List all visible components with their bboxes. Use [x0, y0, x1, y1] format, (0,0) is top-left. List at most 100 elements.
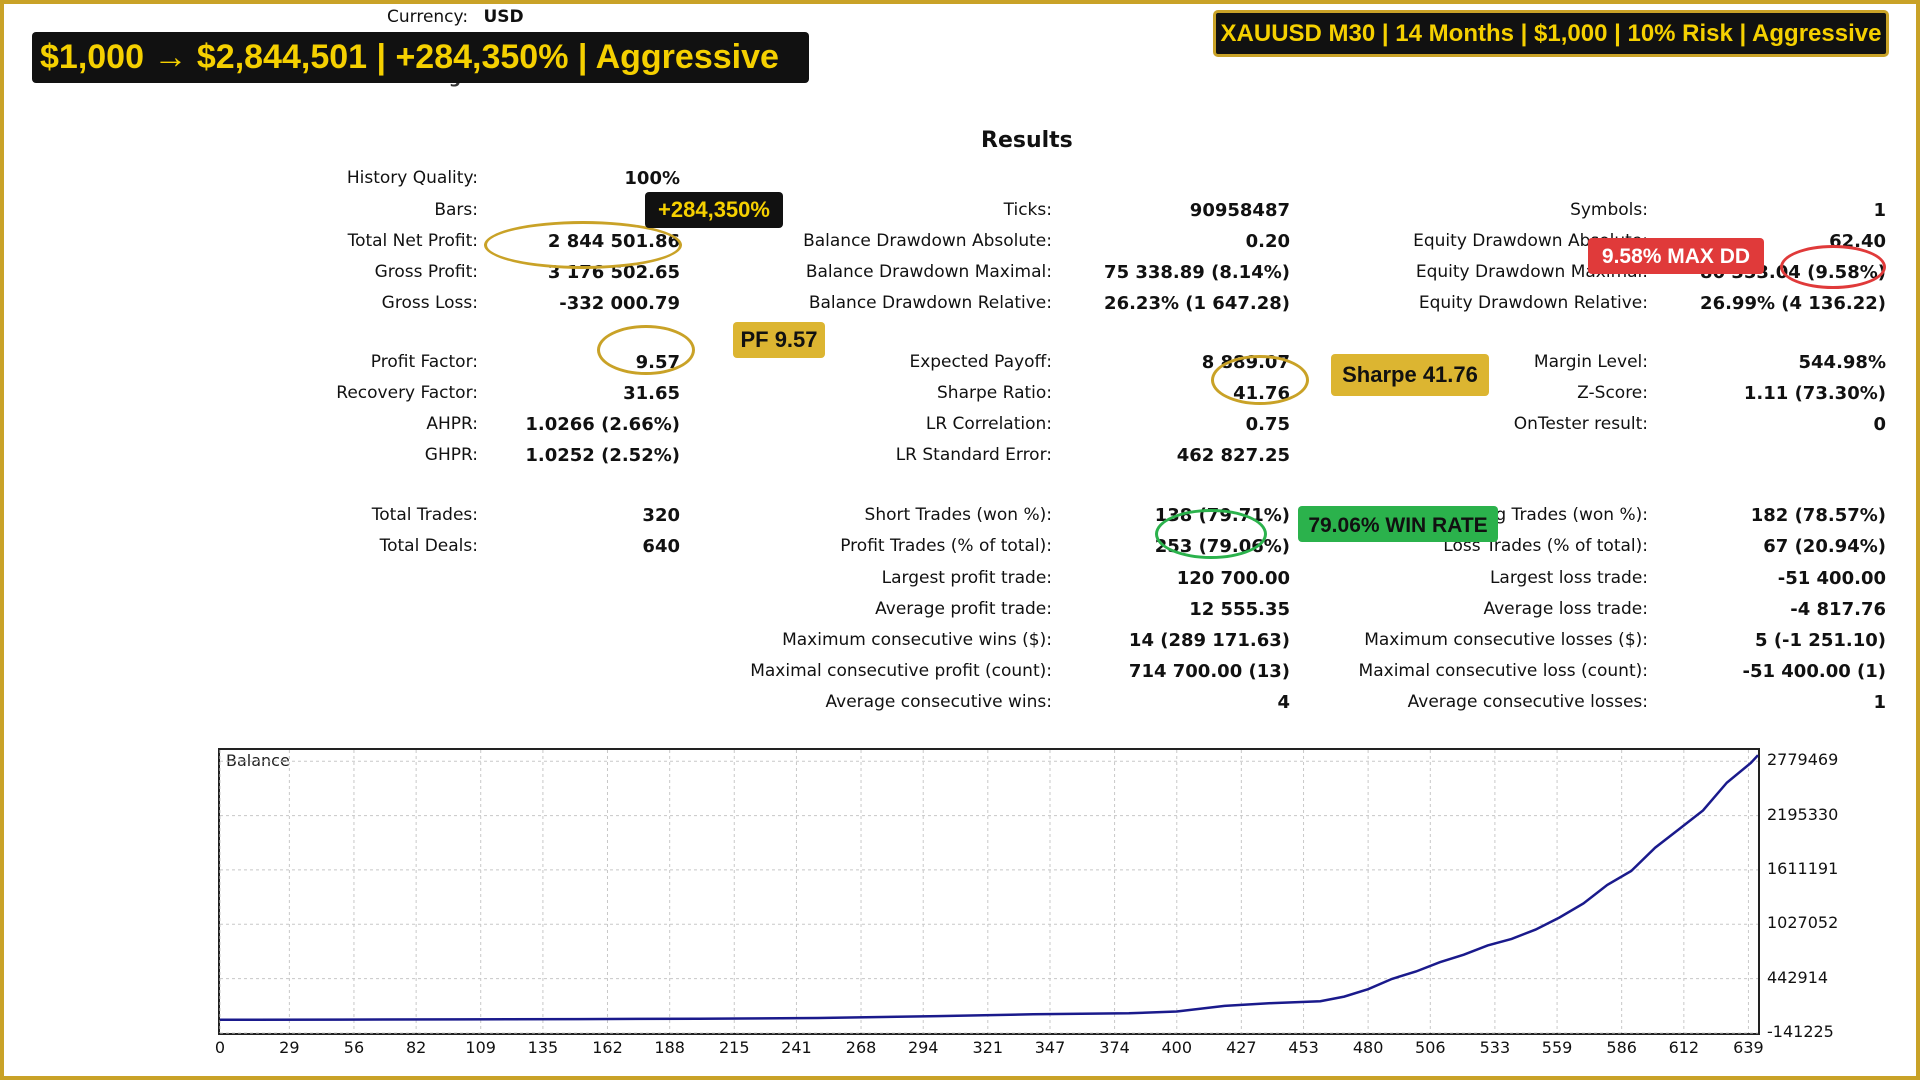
max-dd-callout: 9.58% MAX DD	[1588, 238, 1764, 274]
stat-value: 12 555.35	[1189, 599, 1290, 620]
stat-label: Expected Payoff:	[909, 352, 1052, 372]
x-tick-label: 162	[592, 1038, 623, 1057]
stat-value: 26.99% (4 136.22)	[1700, 293, 1886, 314]
stat-label: OnTester result:	[1513, 414, 1648, 434]
stat-label: Largest profit trade:	[881, 568, 1052, 588]
stat-value: 75 338.89 (8.14%)	[1104, 262, 1290, 283]
y-tick-label: 442914	[1767, 967, 1829, 987]
stat-value: 26.23% (1 647.28)	[1104, 293, 1290, 314]
stat-value: 462 827.25	[1176, 445, 1290, 466]
x-tick-label: 56	[343, 1038, 365, 1057]
stat-label: LR Standard Error:	[895, 445, 1052, 465]
stat-value: 9.57	[635, 352, 680, 373]
x-tick-label: 374	[1099, 1038, 1130, 1057]
balance-chart-frame	[218, 748, 1760, 1035]
y-tick-label: 1027052	[1767, 913, 1839, 933]
currency-row: Currency: USD	[387, 7, 524, 27]
stat-value: 41.76	[1233, 383, 1290, 404]
stat-label: Balance Drawdown Maximal:	[805, 262, 1052, 282]
y-tick-label: 2195330	[1767, 804, 1839, 824]
sharpe-callout: Sharpe 41.76	[1331, 354, 1489, 396]
stat-label: Balance Drawdown Relative:	[808, 293, 1052, 313]
stat-value: -4 817.76	[1790, 599, 1886, 620]
x-tick-label: 321	[972, 1038, 1004, 1057]
stat-value: 0.20	[1245, 231, 1290, 252]
results-title: Results	[981, 128, 1073, 153]
currency-label: Currency:	[387, 7, 469, 27]
stat-label: Total Net Profit:	[347, 231, 478, 251]
x-tick-label: 559	[1541, 1038, 1573, 1057]
stat-value: 1	[1873, 692, 1886, 713]
stat-label: Long Trades (won %):	[1465, 505, 1648, 525]
stat-label: Profit Factor:	[370, 352, 478, 372]
stat-value: 182 (78.57%)	[1750, 505, 1886, 526]
stat-label: Total Trades:	[371, 505, 478, 525]
stat-value: -51 400.00 (1)	[1742, 661, 1887, 682]
stat-value: 0.75	[1245, 414, 1290, 435]
chart-title: Balance	[226, 751, 290, 770]
x-tick-label: 29	[279, 1038, 300, 1057]
x-tick-label: 400	[1161, 1038, 1193, 1057]
x-tick-label: 294	[907, 1038, 939, 1057]
stat-label: Symbols:	[1570, 200, 1648, 220]
stat-label: Sharpe Ratio:	[937, 383, 1052, 403]
currency-value: USD	[483, 7, 524, 27]
stat-value: 100%	[624, 168, 680, 189]
stat-label: Recovery Factor:	[336, 383, 478, 403]
stat-value: 640	[642, 536, 680, 557]
stat-label: AHPR:	[426, 414, 478, 434]
stat-value: 31.65	[623, 383, 680, 404]
stat-value: 5 (-1 251.10)	[1755, 630, 1886, 651]
stat-label: GHPR:	[424, 445, 478, 465]
stat-label: Short Trades (won %):	[864, 505, 1052, 525]
x-tick-label: 506	[1415, 1038, 1446, 1057]
x-tick-label: 109	[465, 1038, 496, 1057]
stat-value: 67 (20.94%)	[1763, 536, 1886, 557]
x-tick-label: 612	[1668, 1038, 1700, 1057]
stat-value: 1.11 (73.30%)	[1743, 383, 1886, 404]
stat-value: 1	[1873, 200, 1886, 221]
x-tick-label: 453	[1288, 1038, 1319, 1057]
stat-label: Average loss trade:	[1483, 599, 1648, 619]
stat-label: Profit Trades (% of total):	[840, 536, 1052, 556]
y-tick-label: 2779469	[1767, 750, 1839, 770]
x-tick-label: 0	[214, 1038, 226, 1057]
stat-value: -51 400.00	[1777, 568, 1886, 589]
x-tick-label: 135	[527, 1038, 559, 1057]
x-tick-label: 586	[1606, 1038, 1637, 1057]
stat-label: Equity Drawdown Relative:	[1418, 293, 1648, 313]
stat-value: 2 844 501.86	[547, 231, 680, 252]
stat-label: Maximum consecutive losses ($):	[1364, 630, 1648, 650]
stat-value: 544.98%	[1798, 352, 1887, 373]
x-tick-label: 82	[405, 1038, 427, 1057]
stat-value: 4	[1277, 692, 1290, 713]
stat-value: 120 700.00	[1176, 568, 1290, 589]
stat-value: 90958487	[1189, 200, 1290, 221]
pf-callout: PF 9.57	[733, 322, 825, 358]
stat-label: History Quality:	[346, 168, 478, 188]
stat-label: LR Correlation:	[925, 414, 1052, 434]
y-tick-label: -141225	[1767, 1022, 1834, 1041]
x-tick-label: 533	[1479, 1038, 1511, 1057]
stat-label: Margin Level:	[1533, 352, 1648, 372]
win-rate-callout: 79.06% WIN RATE	[1298, 506, 1498, 542]
net-profit-callout: +284,350%	[645, 192, 783, 228]
x-tick-label: 241	[781, 1038, 812, 1057]
stat-label: Average profit trade:	[875, 599, 1052, 619]
x-tick-label: 480	[1352, 1038, 1384, 1057]
stat-label: Z-Score:	[1577, 383, 1648, 403]
stat-label: Average consecutive losses:	[1407, 692, 1648, 712]
strategy-tag: XAUUSD M30 | 14 Months | $1,000 | 10% Ri…	[1213, 10, 1889, 57]
stat-label: Largest loss trade:	[1489, 568, 1648, 588]
stat-label: Balance Drawdown Absolute:	[803, 231, 1052, 251]
stat-label: Bars:	[434, 200, 478, 220]
stat-label: Ticks:	[1003, 200, 1052, 220]
stat-value: 0	[1873, 414, 1886, 435]
stat-label: Average consecutive wins:	[825, 692, 1052, 712]
x-tick-label: 347	[1034, 1038, 1066, 1057]
x-tick-label: 268	[845, 1038, 877, 1057]
stat-value: 1.0266 (2.66%)	[525, 414, 680, 435]
x-tick-label: 188	[654, 1038, 685, 1057]
stat-value: 14 (289 171.63)	[1128, 630, 1290, 651]
x-tick-label: 427	[1226, 1038, 1257, 1057]
